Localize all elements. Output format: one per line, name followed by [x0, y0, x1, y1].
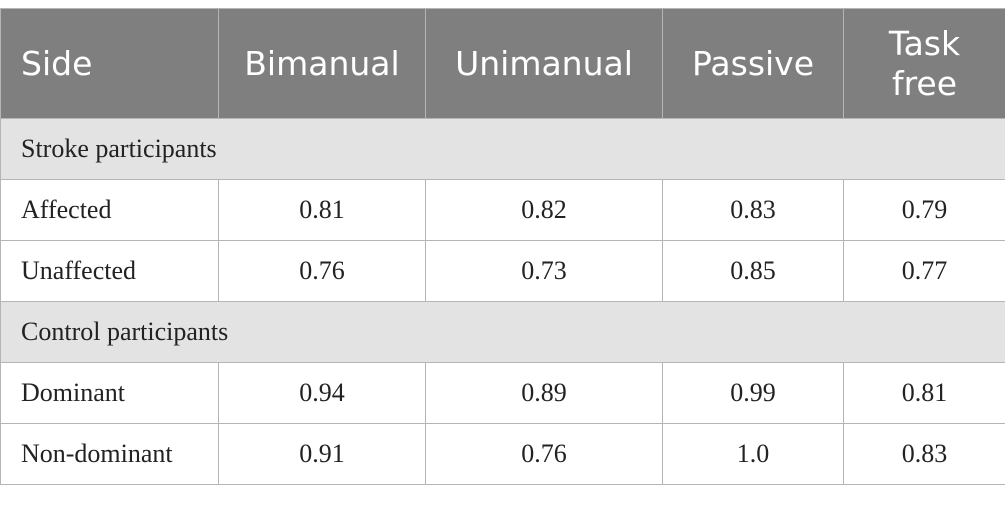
- value-cell: 0.81: [843, 362, 1005, 424]
- value-cell: 0.89: [425, 362, 663, 424]
- row-label: Affected: [0, 179, 219, 241]
- value-cell: 0.83: [662, 179, 844, 241]
- value-cell: 0.82: [425, 179, 663, 241]
- header-cell: Passive: [662, 8, 844, 119]
- data-table: Side Bimanual Unimanual Passive Task free St…: [0, 8, 1005, 485]
- row-label: Non-dominant: [0, 423, 219, 485]
- value-cell: 0.91: [218, 423, 426, 485]
- section-title: Control participants: [0, 301, 1005, 363]
- value-cell: 0.79: [843, 179, 1005, 241]
- row-label: Unaffected: [0, 240, 219, 302]
- value-cell: 1.0: [662, 423, 844, 485]
- section-title: Stroke participants: [0, 118, 1005, 180]
- section-row: Stroke participants: [0, 118, 1005, 180]
- value-cell: 0.73: [425, 240, 663, 302]
- section-row: Control participants: [0, 301, 1005, 363]
- value-cell: 0.81: [218, 179, 426, 241]
- data-row: Unaffected 0.76 0.73 0.85 0.77: [0, 240, 1005, 302]
- value-cell: 0.76: [218, 240, 426, 302]
- row-label: Dominant: [0, 362, 219, 424]
- header-row: Side Bimanual Unimanual Passive Task free: [0, 8, 1005, 119]
- data-row: Non-dominant 0.91 0.76 1.0 0.83: [0, 423, 1005, 485]
- value-cell: 0.85: [662, 240, 844, 302]
- header-cell: Task free: [843, 8, 1005, 119]
- value-cell: 0.99: [662, 362, 844, 424]
- value-cell: 0.76: [425, 423, 663, 485]
- value-cell: 0.94: [218, 362, 426, 424]
- header-cell: Bimanual: [218, 8, 426, 119]
- value-cell: 0.77: [843, 240, 1005, 302]
- value-cell: 0.83: [843, 423, 1005, 485]
- data-row: Affected 0.81 0.82 0.83 0.79: [0, 179, 1005, 241]
- data-row: Dominant 0.94 0.89 0.99 0.81: [0, 362, 1005, 424]
- table-body: Stroke participants Affected 0.81 0.82 0.83 0…: [0, 118, 1005, 485]
- header-cell: Side: [0, 8, 219, 119]
- header-cell: Unimanual: [425, 8, 663, 119]
